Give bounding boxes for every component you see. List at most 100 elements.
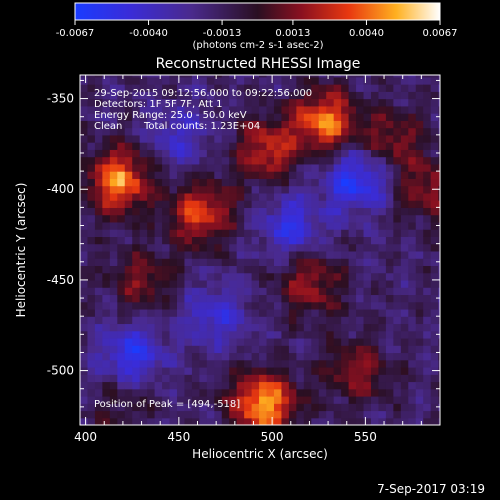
heatmap-pixel <box>423 229 432 237</box>
heatmap-pixel <box>281 200 290 208</box>
heatmap-pixel <box>393 316 402 325</box>
heatmap-pixel <box>400 294 409 303</box>
heatmap-pixel <box>139 149 148 158</box>
heatmap-pixel <box>259 192 268 201</box>
heatmap-pixel <box>191 337 200 346</box>
heatmap-pixel <box>244 229 253 237</box>
heatmap-pixel <box>94 76 103 85</box>
heatmap-pixel <box>393 272 402 281</box>
heatmap-pixel <box>400 192 409 201</box>
heatmap-pixel <box>348 250 357 259</box>
heatmap-pixel <box>162 374 171 383</box>
heatmap-pixel <box>318 185 327 194</box>
heatmap-pixel <box>408 134 417 143</box>
heatmap-pixel <box>311 84 320 92</box>
heatmap-pixel <box>191 359 200 368</box>
heatmap-pixel <box>87 417 96 425</box>
heatmap-pixel <box>423 243 432 252</box>
heatmap-pixel <box>162 105 171 114</box>
heatmap-pixel <box>415 192 424 201</box>
heatmap-pixel <box>438 417 440 425</box>
heatmap-pixel <box>259 214 268 223</box>
heatmap-pixel <box>221 265 230 274</box>
heatmap-pixel <box>341 272 350 281</box>
heatmap-pixel <box>281 171 290 179</box>
heatmap-pixel <box>333 149 342 158</box>
heatmap-pixel <box>296 388 305 397</box>
heatmap-pixel <box>266 98 275 107</box>
heatmap-pixel <box>139 221 148 230</box>
heatmap-pixel <box>139 156 148 165</box>
heatmap-pixel <box>378 403 387 412</box>
heatmap-pixel <box>191 279 200 288</box>
heatmap-pixel <box>326 403 335 412</box>
heatmap-pixel <box>259 301 268 310</box>
heatmap-pixel <box>139 258 148 267</box>
heatmap-pixel <box>154 258 163 267</box>
heatmap-pixel <box>87 178 96 187</box>
heatmap-pixel <box>244 142 253 150</box>
heatmap-pixel <box>363 287 372 296</box>
heatmap-pixel <box>259 127 268 136</box>
heatmap-pixel <box>147 403 156 412</box>
heatmap-pixel <box>124 156 133 165</box>
heatmap-pixel <box>199 316 208 325</box>
heatmap-pixel <box>400 178 409 187</box>
heatmap-pixel <box>139 359 148 368</box>
heatmap-pixel <box>423 352 432 361</box>
heatmap-pixel <box>124 417 133 425</box>
heatmap-pixel <box>281 75 290 78</box>
heatmap-pixel <box>378 287 387 296</box>
heatmap-pixel <box>311 279 320 288</box>
heatmap-pixel <box>117 316 126 325</box>
heatmap-pixel <box>139 142 148 150</box>
heatmap-pixel <box>318 272 327 281</box>
heatmap-pixel <box>259 417 268 425</box>
heatmap-pixel <box>288 345 297 354</box>
heatmap-pixel <box>408 207 417 216</box>
heatmap-pixel <box>206 287 215 296</box>
heatmap-pixel <box>236 76 245 85</box>
heatmap-pixel <box>430 105 439 114</box>
heatmap-pixel <box>236 243 245 252</box>
annotation-block: 29-Sep-2015 09:12:56.000 to 09:22:56.000… <box>94 88 312 132</box>
heatmap-pixel <box>326 229 335 237</box>
heatmap-pixel <box>408 236 417 245</box>
heatmap-pixel <box>423 374 432 383</box>
heatmap-pixel <box>415 395 424 404</box>
heatmap-pixel <box>199 323 208 332</box>
heatmap-pixel <box>214 200 223 208</box>
heatmap-pixel <box>385 192 394 201</box>
heatmap-pixel <box>117 308 126 317</box>
heatmap-pixel <box>162 410 171 419</box>
heatmap-pixel <box>169 250 178 259</box>
heatmap-pixel <box>229 91 238 100</box>
heatmap-pixel <box>236 75 245 78</box>
heatmap-pixel <box>169 192 178 201</box>
heatmap-pixel <box>132 229 141 237</box>
heatmap-pixel <box>363 337 372 346</box>
heatmap-pixel <box>311 105 320 114</box>
heatmap-pixel <box>341 243 350 252</box>
heatmap-pixel <box>236 258 245 267</box>
heatmap-pixel <box>229 395 238 404</box>
heatmap-pixel <box>273 345 283 354</box>
heatmap-pixel <box>251 127 260 136</box>
heatmap-pixel <box>109 352 118 361</box>
heatmap-pixel <box>244 258 253 267</box>
heatmap-pixel <box>162 352 171 361</box>
heatmap-pixel <box>132 287 141 296</box>
heatmap-pixel <box>303 200 312 208</box>
heatmap-pixel <box>296 395 305 404</box>
heatmap-pixel <box>109 395 118 404</box>
heatmap-pixel <box>318 98 327 107</box>
heatmap-pixel <box>430 352 439 361</box>
heatmap-pixel <box>333 258 342 267</box>
heatmap-pixel <box>333 417 342 425</box>
heatmap-pixel <box>169 91 178 100</box>
heatmap-pixel <box>214 323 223 332</box>
heatmap-pixel <box>109 417 118 425</box>
heatmap-pixel <box>184 127 193 136</box>
heatmap-pixel <box>333 236 342 245</box>
heatmap-pixel <box>229 410 238 419</box>
